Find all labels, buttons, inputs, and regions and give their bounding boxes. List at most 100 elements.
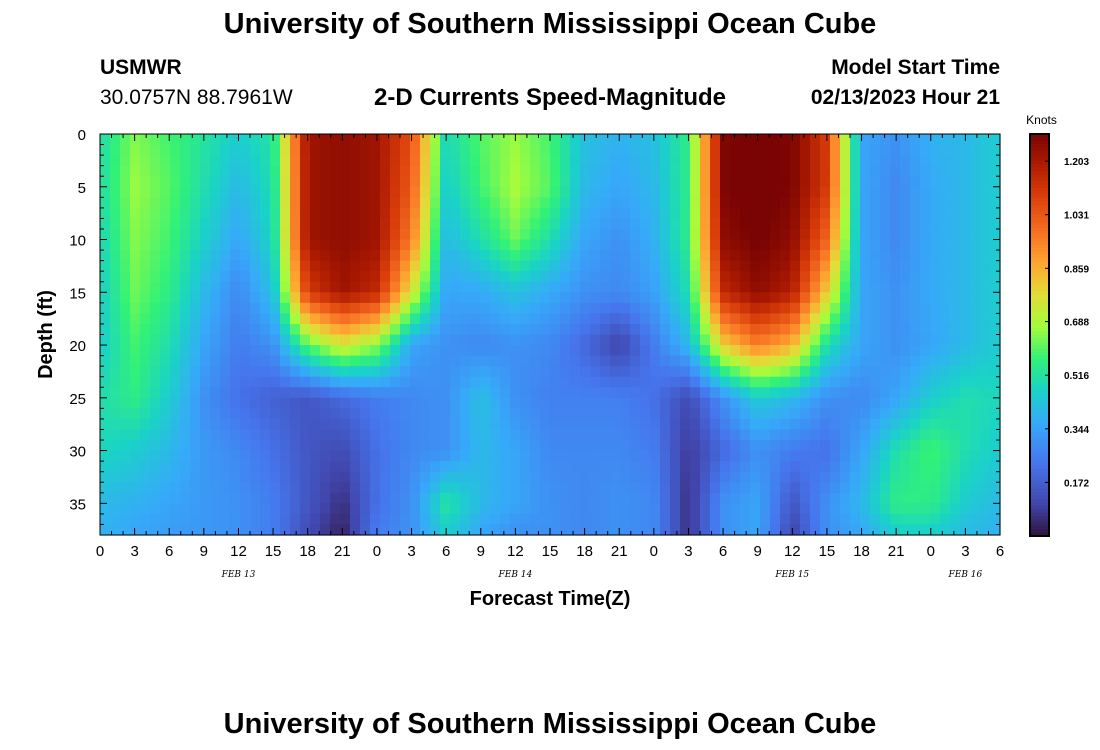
heatmap-cell xyxy=(320,440,331,452)
heatmap-cell xyxy=(220,281,231,293)
heatmap-cell xyxy=(810,313,821,325)
heatmap-cell xyxy=(260,250,271,262)
heatmap-cell xyxy=(320,281,331,293)
heatmap-cell xyxy=(530,260,541,272)
heatmap-cell xyxy=(480,250,491,262)
heatmap-cell xyxy=(310,492,321,504)
heatmap-cell xyxy=(400,228,411,241)
heatmap-cell xyxy=(440,239,451,251)
heatmap-cell xyxy=(640,429,651,441)
heatmap-cell xyxy=(320,513,331,526)
heatmap-cell xyxy=(900,387,911,399)
heatmap-cell xyxy=(710,228,721,241)
heatmap-cell xyxy=(550,292,561,304)
heatmap-cell xyxy=(850,218,861,230)
heatmap-cell xyxy=(560,450,571,462)
heatmap-cell xyxy=(670,313,681,325)
heatmap-cell xyxy=(700,281,711,293)
heatmap-cell xyxy=(880,207,891,220)
heatmap-cell xyxy=(360,239,371,251)
heatmap-cell xyxy=(680,134,691,146)
heatmap-cell xyxy=(710,366,721,378)
heatmap-cell xyxy=(690,260,701,272)
heatmap-cell xyxy=(160,513,171,526)
heatmap-cell xyxy=(130,144,141,156)
heatmap-cell xyxy=(340,503,351,515)
heatmap-cell xyxy=(700,218,711,230)
heatmap-cell xyxy=(700,440,711,452)
heatmap-cell xyxy=(680,524,691,536)
heatmap-cell xyxy=(740,366,751,378)
heatmap-cell xyxy=(860,334,871,346)
heatmap-cell xyxy=(980,144,991,156)
colorbar-segment xyxy=(1030,489,1049,494)
heatmap-cell xyxy=(110,471,121,483)
heatmap-cell xyxy=(430,260,441,272)
heatmap-cell xyxy=(690,155,701,167)
heatmap-cell xyxy=(750,429,761,441)
heatmap-cell xyxy=(770,524,781,536)
heatmap-cell xyxy=(800,323,811,336)
heatmap-cell xyxy=(850,482,861,494)
heatmap-cell xyxy=(380,355,391,367)
heatmap-cell xyxy=(750,376,761,388)
heatmap-cell xyxy=(720,176,731,188)
heatmap-cell xyxy=(560,376,571,388)
heatmap-cell xyxy=(770,260,781,272)
heatmap-cell xyxy=(510,492,521,504)
heatmap-cell xyxy=(860,524,871,536)
heatmap-cell xyxy=(730,186,741,198)
heatmap-cell xyxy=(270,429,281,441)
x-tick-label: 6 xyxy=(442,543,450,560)
heatmap-cell xyxy=(590,134,601,146)
heatmap-cell xyxy=(170,408,181,420)
heatmap-cell xyxy=(320,355,331,367)
heatmap-cell xyxy=(560,271,571,283)
heatmap-cell xyxy=(240,418,251,431)
heatmap-cell xyxy=(570,165,581,177)
heatmap-cell xyxy=(570,292,581,304)
heatmap-cell xyxy=(760,376,771,388)
heatmap-cell xyxy=(360,165,371,177)
heatmap-cell xyxy=(410,408,421,420)
heatmap-cell xyxy=(900,155,911,167)
heatmap-cell xyxy=(810,134,821,146)
heatmap-cell xyxy=(590,260,601,272)
heatmap-cell xyxy=(910,155,921,167)
colorbar-tick-label: 1.031 xyxy=(1064,211,1089,222)
heatmap-cell xyxy=(430,503,441,515)
heatmap-cell xyxy=(580,260,591,272)
heatmap-cell xyxy=(710,250,721,262)
heatmap-cell xyxy=(140,482,151,494)
heatmap-cell xyxy=(680,176,691,188)
heatmap-cell xyxy=(900,313,911,325)
heatmap-cell xyxy=(940,471,951,483)
heatmap-cell xyxy=(120,492,131,504)
heatmap-cell xyxy=(500,471,511,483)
heatmap-cell xyxy=(110,524,121,536)
heatmap-cell xyxy=(680,165,691,177)
heatmap-cell xyxy=(780,281,791,293)
heatmap-cell xyxy=(710,281,721,293)
heatmap-cell xyxy=(420,134,431,146)
heatmap-cell xyxy=(800,440,811,452)
heatmap-cell xyxy=(370,207,381,220)
heatmap-cell xyxy=(450,176,461,188)
heatmap-cell xyxy=(130,134,141,146)
heatmap-cell xyxy=(340,513,351,526)
heatmap-cell xyxy=(360,218,371,230)
heatmap-cell xyxy=(450,281,461,293)
heatmap-cell xyxy=(960,186,971,198)
heatmap-cell xyxy=(830,323,841,336)
heatmap-cell xyxy=(650,302,661,314)
heatmap-cell xyxy=(240,292,251,304)
heatmap-cell xyxy=(840,334,851,346)
heatmap-cell xyxy=(930,408,941,420)
colorbar-segment xyxy=(1030,170,1049,175)
heatmap-cell xyxy=(610,228,621,241)
heatmap-cell xyxy=(420,492,431,504)
heatmap-cell xyxy=(370,239,381,251)
heatmap-cell xyxy=(370,250,381,262)
heatmap-cell xyxy=(570,513,581,526)
heatmap-cell xyxy=(320,260,331,272)
